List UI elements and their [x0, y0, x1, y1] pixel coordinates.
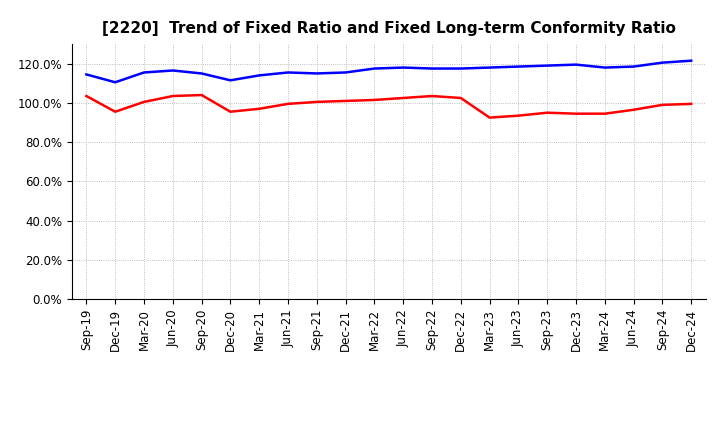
Legend: Fixed Ratio, Fixed Long-term Conformity Ratio: Fixed Ratio, Fixed Long-term Conformity …	[191, 438, 587, 440]
Fixed Long-term Conformity Ratio	[456, 95, 465, 101]
Line: Fixed Long-term Conformity Ratio: Fixed Long-term Conformity Ratio	[86, 95, 691, 117]
Fixed Ratio	[168, 68, 177, 73]
Fixed Long-term Conformity Ratio	[687, 101, 696, 106]
Fixed Long-term Conformity Ratio	[514, 113, 523, 118]
Fixed Long-term Conformity Ratio	[284, 101, 292, 106]
Fixed Ratio	[284, 70, 292, 75]
Fixed Long-term Conformity Ratio	[341, 98, 350, 103]
Fixed Ratio	[485, 65, 494, 70]
Fixed Long-term Conformity Ratio	[399, 95, 408, 101]
Fixed Long-term Conformity Ratio	[312, 99, 321, 105]
Fixed Ratio	[687, 58, 696, 63]
Fixed Long-term Conformity Ratio	[658, 102, 667, 107]
Fixed Long-term Conformity Ratio	[255, 106, 264, 111]
Fixed Long-term Conformity Ratio	[111, 109, 120, 114]
Fixed Long-term Conformity Ratio	[543, 110, 552, 115]
Fixed Ratio	[600, 65, 609, 70]
Fixed Long-term Conformity Ratio	[485, 115, 494, 120]
Fixed Long-term Conformity Ratio	[140, 99, 148, 105]
Fixed Ratio	[255, 73, 264, 78]
Fixed Ratio	[456, 66, 465, 71]
Fixed Long-term Conformity Ratio	[629, 107, 638, 112]
Fixed Long-term Conformity Ratio	[226, 109, 235, 114]
Fixed Long-term Conformity Ratio	[82, 93, 91, 99]
Fixed Long-term Conformity Ratio	[600, 111, 609, 116]
Fixed Long-term Conformity Ratio	[370, 97, 379, 103]
Fixed Ratio	[658, 60, 667, 65]
Fixed Ratio	[140, 70, 148, 75]
Fixed Ratio	[226, 78, 235, 83]
Fixed Ratio	[341, 70, 350, 75]
Fixed Ratio	[111, 80, 120, 85]
Fixed Ratio	[514, 64, 523, 69]
Fixed Ratio	[399, 65, 408, 70]
Fixed Ratio	[312, 71, 321, 76]
Fixed Ratio	[370, 66, 379, 71]
Fixed Ratio	[629, 64, 638, 69]
Line: Fixed Ratio: Fixed Ratio	[86, 61, 691, 82]
Fixed Long-term Conformity Ratio	[197, 92, 206, 98]
Fixed Ratio	[543, 63, 552, 68]
Fixed Long-term Conformity Ratio	[428, 93, 436, 99]
Fixed Ratio	[428, 66, 436, 71]
Fixed Ratio	[572, 62, 580, 67]
Fixed Ratio	[197, 71, 206, 76]
Title: [2220]  Trend of Fixed Ratio and Fixed Long-term Conformity Ratio: [2220] Trend of Fixed Ratio and Fixed Lo…	[102, 21, 676, 36]
Fixed Ratio	[82, 72, 91, 77]
Fixed Long-term Conformity Ratio	[572, 111, 580, 116]
Fixed Long-term Conformity Ratio	[168, 93, 177, 99]
